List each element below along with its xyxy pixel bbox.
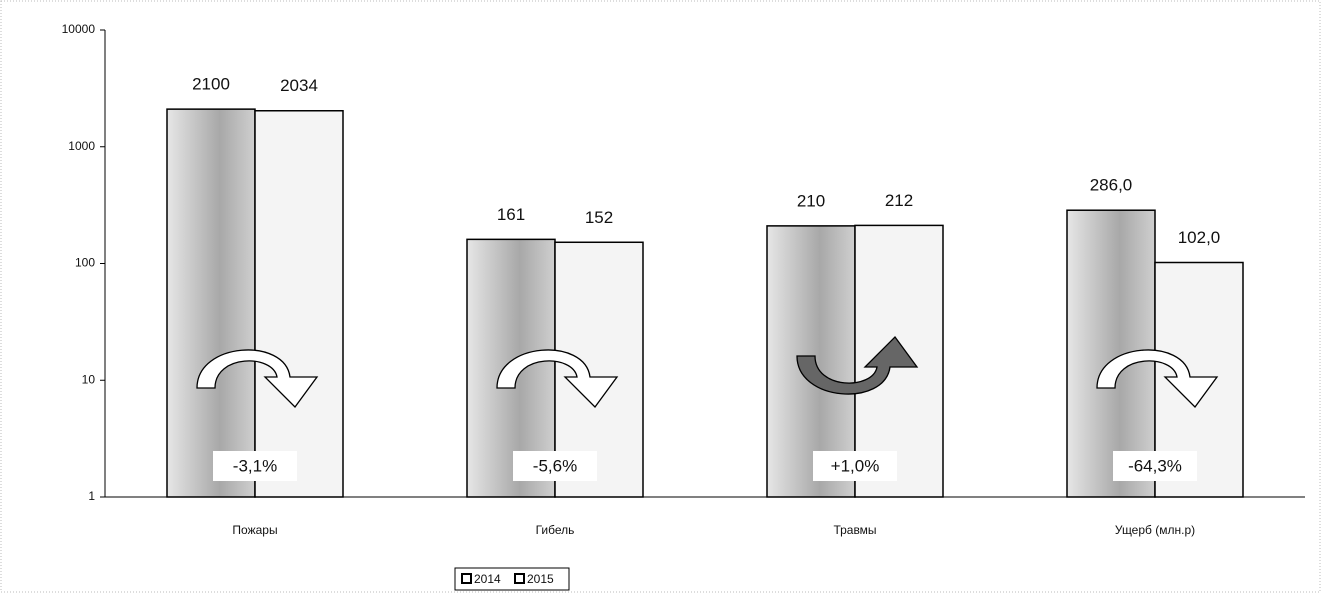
x-tick-label: Травмы	[833, 523, 876, 537]
legend-swatch	[514, 573, 525, 584]
y-tick-label: 10000	[62, 22, 96, 36]
change-label: -5,6%	[533, 456, 577, 475]
change-box	[213, 451, 297, 481]
legend-label: 2014	[474, 572, 501, 586]
y-tick-label: 1000	[68, 139, 95, 153]
change-box	[513, 451, 597, 481]
change-box	[813, 451, 897, 481]
change-label: +1,0%	[831, 456, 880, 475]
y-tick-label: 10	[82, 372, 96, 386]
data-label: 2100	[192, 75, 230, 94]
legend-label: 2015	[527, 572, 554, 586]
data-label: 286,0	[1090, 176, 1133, 195]
change-arrow	[796, 336, 919, 395]
data-label: 152	[585, 208, 613, 227]
change-arrow	[196, 349, 319, 408]
y-tick-label: 1	[88, 489, 95, 503]
data-label: 102,0	[1178, 228, 1221, 247]
bar	[166, 108, 256, 498]
data-label: 210	[797, 191, 825, 210]
y-tick-label: 100	[75, 256, 95, 270]
x-tick-label: Гибель	[536, 523, 575, 537]
x-tick-label: Ущерб (млн.р)	[1115, 523, 1195, 537]
legend-box	[454, 567, 570, 591]
data-label: 161	[497, 205, 525, 224]
x-tick-label: Пожары	[232, 523, 277, 537]
change-label: -64,3%	[1128, 456, 1182, 475]
bar	[254, 110, 344, 498]
change-box	[1113, 451, 1197, 481]
change-arrow	[496, 349, 619, 408]
legend-swatch	[461, 573, 472, 584]
change-label: -3,1%	[233, 456, 277, 475]
change-arrow	[1096, 349, 1219, 408]
data-label: 212	[885, 191, 913, 210]
data-label: 2034	[280, 76, 318, 95]
